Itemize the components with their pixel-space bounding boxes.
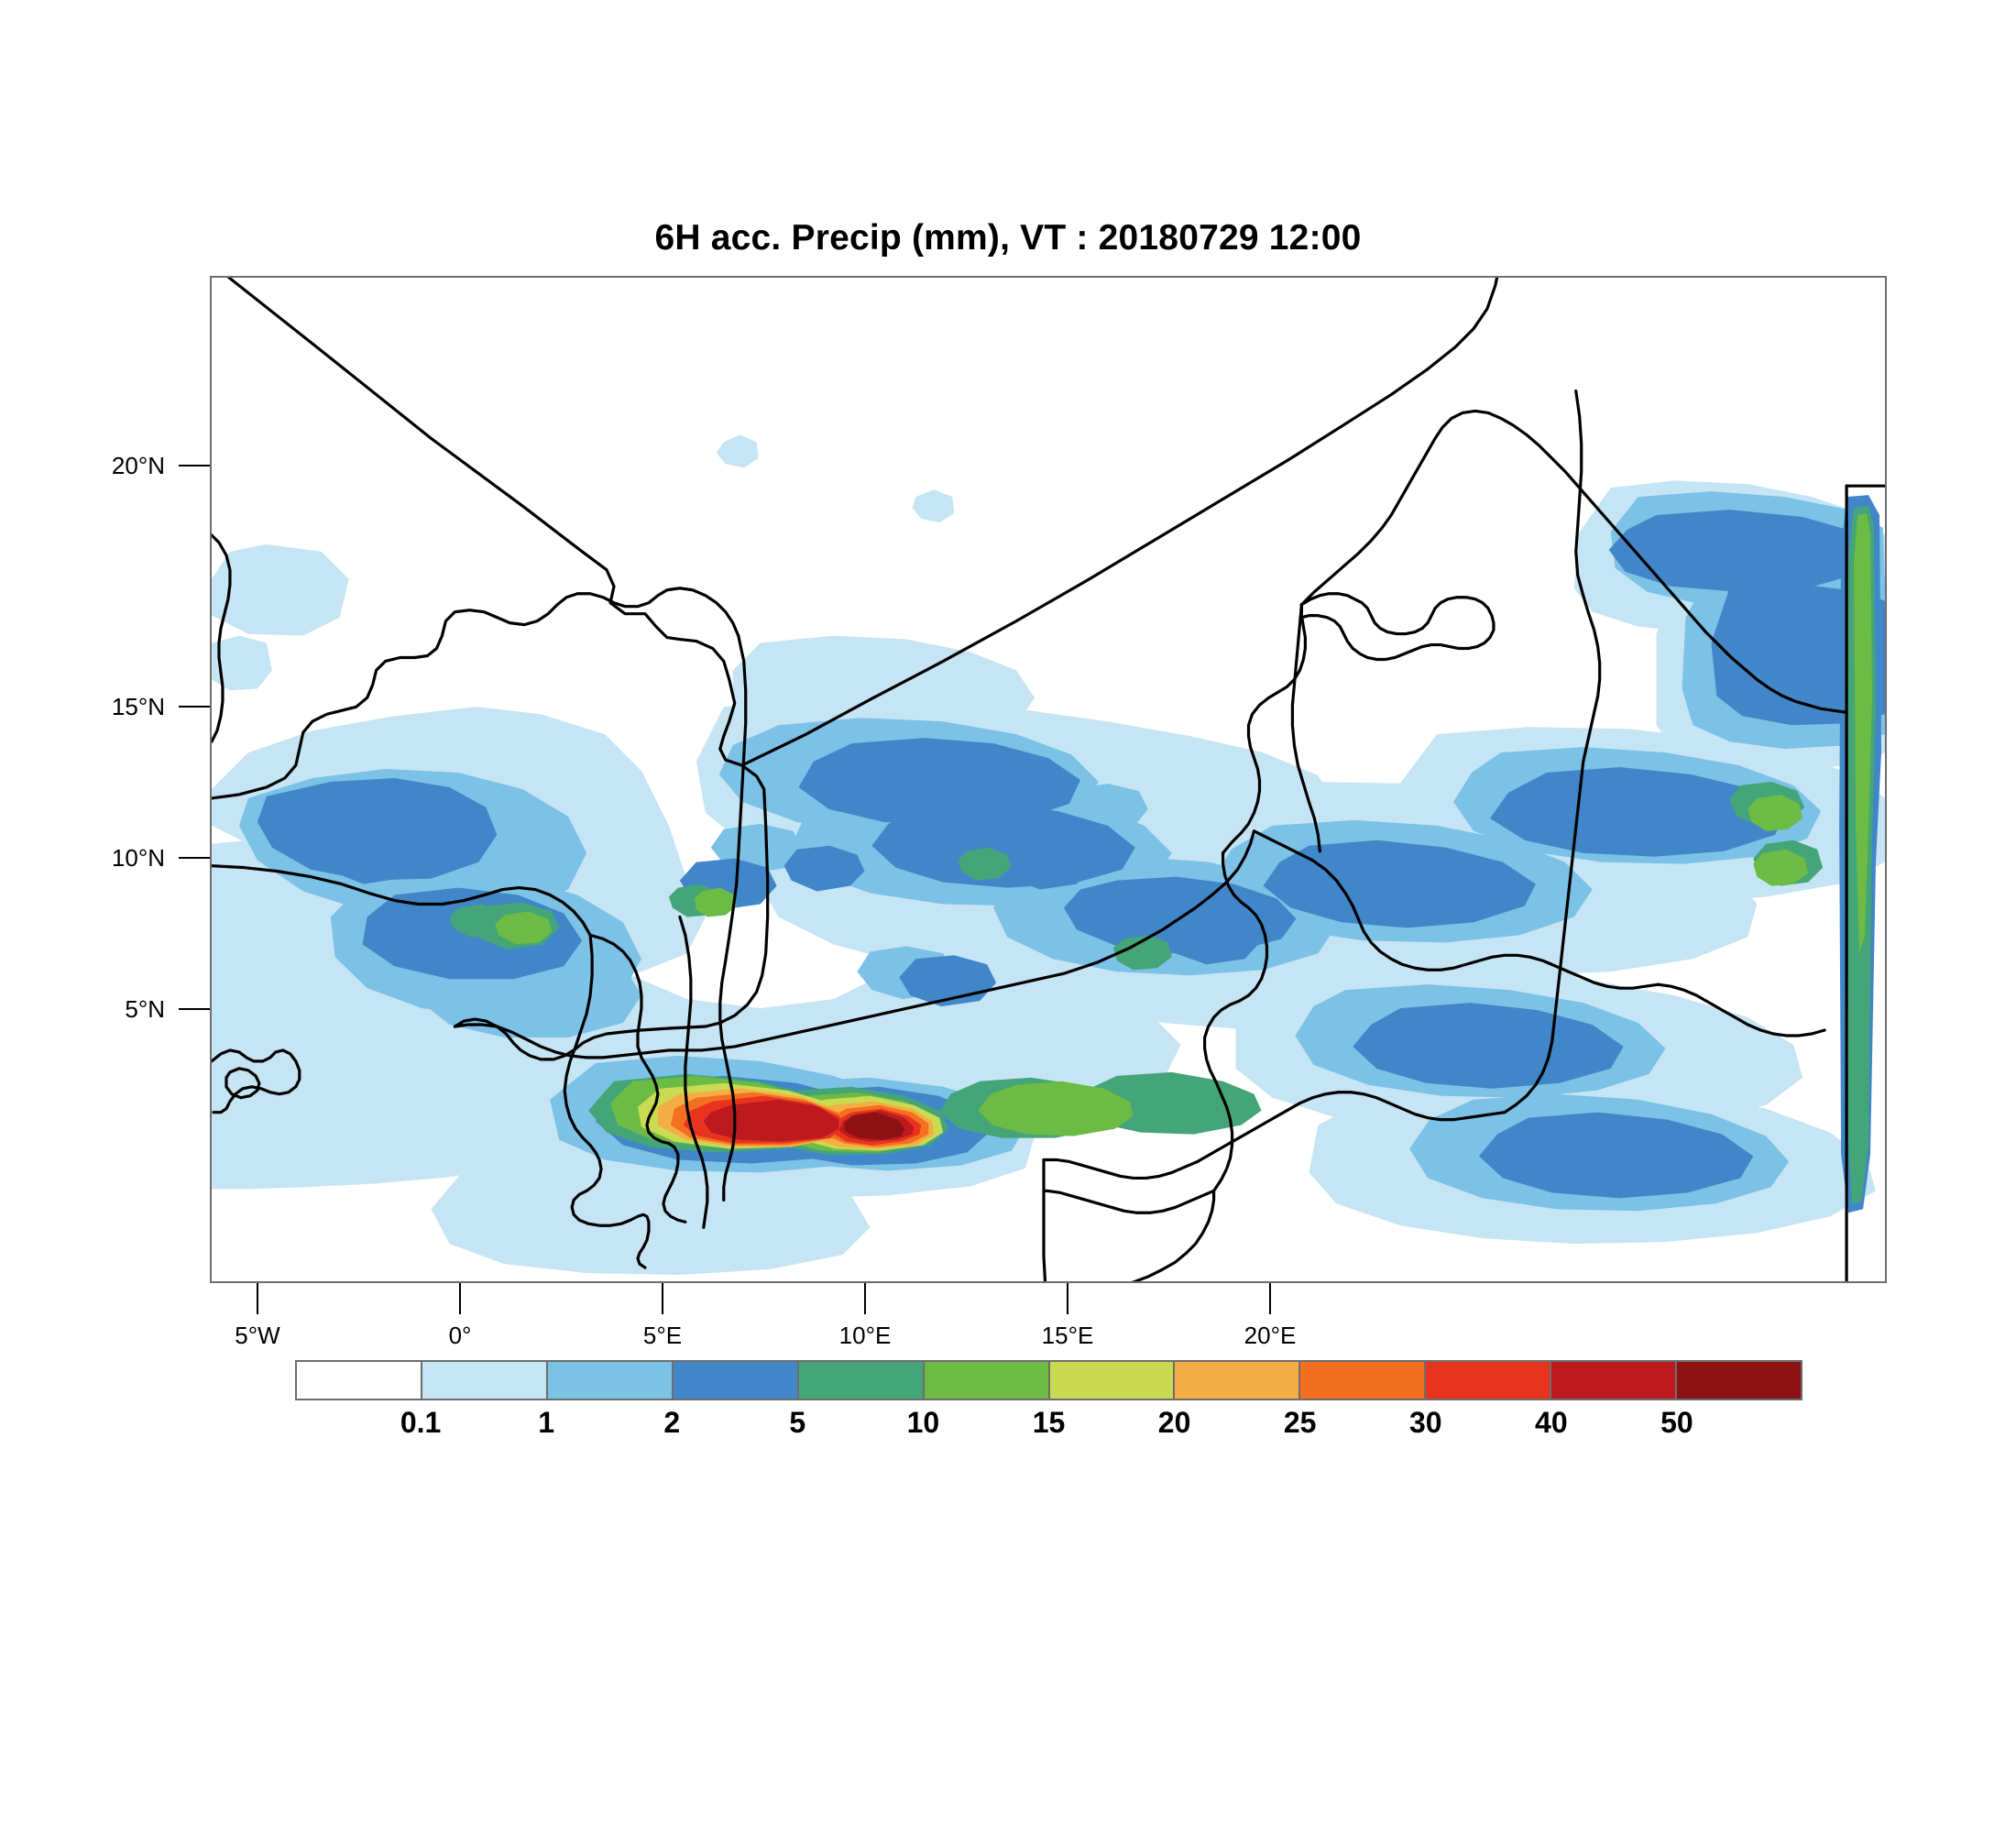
colorbar-tick-2: 2 bbox=[663, 1406, 681, 1439]
lon-tick-2 bbox=[662, 1283, 663, 1314]
lon-label-4: 15°E bbox=[1041, 1322, 1094, 1349]
colorbar-cell-9 bbox=[1424, 1362, 1550, 1399]
colorbar-tick-10: 10 bbox=[906, 1406, 940, 1439]
colorbar-cell-10 bbox=[1550, 1362, 1676, 1399]
lat-tick-3 bbox=[179, 465, 210, 466]
colorbar-tick-50: 50 bbox=[1660, 1406, 1693, 1439]
lon-label-2: 5°E bbox=[642, 1322, 683, 1349]
lon-tick-4 bbox=[1067, 1283, 1068, 1314]
lat-label-10n: 10°N bbox=[111, 844, 165, 872]
colorbar-tick-15: 15 bbox=[1032, 1406, 1066, 1439]
colorbar-cell-2 bbox=[545, 1362, 672, 1399]
lat-tick-1 bbox=[179, 857, 210, 859]
colorbar-cell-6 bbox=[1047, 1362, 1174, 1399]
map-plot-area bbox=[210, 276, 1887, 1283]
lat-tick-2 bbox=[179, 706, 210, 708]
map-canvas bbox=[212, 278, 1885, 1281]
lon-label-3: 10°E bbox=[838, 1322, 892, 1349]
colorbar-tick-30: 30 bbox=[1408, 1406, 1442, 1439]
lon-tick-3 bbox=[864, 1283, 866, 1314]
colorbar-tick-1: 1 bbox=[538, 1406, 555, 1439]
colorbar-cell-3 bbox=[671, 1362, 797, 1399]
precipitation-contours bbox=[212, 434, 1885, 1276]
lon-label-0: 5°W bbox=[235, 1322, 280, 1349]
lon-tick-1 bbox=[459, 1283, 461, 1314]
colorbar-cell-7 bbox=[1173, 1362, 1299, 1399]
colorbar-cell-5 bbox=[922, 1362, 1048, 1399]
lat-tick-0 bbox=[179, 1008, 210, 1010]
colorbar-cell-0 bbox=[297, 1362, 421, 1399]
lat-label-20n: 20°N bbox=[111, 452, 165, 479]
colorbar-cell-11 bbox=[1675, 1362, 1802, 1399]
colorbar-tick-40: 40 bbox=[1535, 1406, 1568, 1439]
lon-tick-0 bbox=[257, 1283, 258, 1314]
colorbar-cell-1 bbox=[420, 1362, 546, 1399]
colorbar-tick-20: 20 bbox=[1157, 1406, 1191, 1439]
lon-label-1: 0° bbox=[448, 1322, 472, 1349]
colorbar-tick-0.1: 0.1 bbox=[400, 1406, 442, 1439]
precip-colorbar bbox=[295, 1360, 1802, 1400]
lat-label-15n: 15°N bbox=[111, 693, 165, 720]
figure-title: 6H acc. Precip (mm), VT : 20180729 12:00 bbox=[654, 218, 1362, 258]
coastlines-and-borders bbox=[212, 278, 1885, 1281]
lat-label-5n: 5°N bbox=[125, 995, 165, 1023]
precip-colorbar-labels: 0.1 1 2 5 10 15 20 25 30 40 50 bbox=[295, 1406, 1802, 1452]
colorbar-cell-4 bbox=[796, 1362, 923, 1399]
colorbar-tick-5: 5 bbox=[789, 1406, 806, 1439]
colorbar-cell-8 bbox=[1298, 1362, 1425, 1399]
colorbar-tick-25: 25 bbox=[1283, 1406, 1317, 1439]
lon-label-5: 20°E bbox=[1244, 1322, 1297, 1349]
lon-tick-5 bbox=[1269, 1283, 1271, 1314]
